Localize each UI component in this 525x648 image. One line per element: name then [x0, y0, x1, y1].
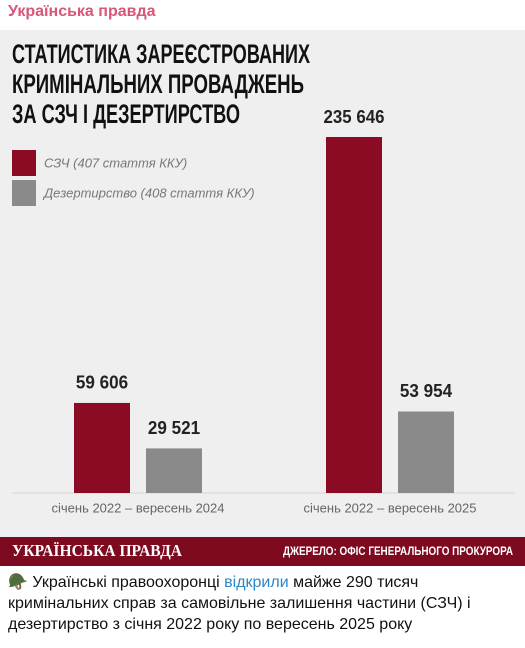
footer-band — [0, 537, 525, 566]
post-text: 🪖 Українські правоохоронці відкрили майж… — [8, 572, 518, 635]
source: ДЖЕРЕЛО: ОФІС ГЕНЕРАЛЬНОГО ПРОКУРОРА — [283, 544, 513, 558]
x-tick-label: січень 2022 – вересень 2024 — [52, 500, 225, 515]
brand: УКРАЇНСЬКА ПРАВДА — [12, 541, 183, 560]
post-text-part: майже 290 тисяч кримінальних справ за са… — [8, 574, 471, 633]
bar — [326, 137, 382, 493]
chart-title: ЗА СЗЧ І ДЕЗЕРТИРСТВО — [12, 99, 240, 129]
bar — [398, 411, 454, 493]
value-label: 235 646 — [324, 107, 385, 127]
chart-title: СТАТИСТИКА ЗАРЕЄСТРОВАНИХ — [12, 39, 310, 69]
chart: УКРАЇНСЬКА ПРАВДА ДЖЕРЕЛО: ОФІС ГЕНЕРАЛЬ… — [0, 30, 525, 566]
value-label: 29 521 — [148, 418, 200, 438]
bar — [74, 402, 130, 493]
chart-title: КРИМІНАЛЬНИХ ПРОВАДЖЕНЬ — [12, 69, 304, 99]
post-text-part: 🪖 Українські правоохоронці — [8, 574, 225, 591]
legend-swatch — [12, 180, 36, 206]
value-label: 53 954 — [400, 381, 452, 401]
post-link[interactable]: відкрили — [224, 574, 289, 591]
channel-name[interactable]: Українська правда — [8, 3, 156, 20]
legend-label: СЗЧ (407 стаття ККУ) — [44, 155, 187, 170]
value-label: 59 606 — [76, 373, 128, 393]
bar — [146, 448, 202, 493]
x-tick-label: січень 2022 – вересень 2025 — [304, 500, 477, 515]
legend-swatch — [12, 150, 36, 176]
legend-label: Дезертирство (408 стаття ККУ) — [42, 185, 255, 200]
